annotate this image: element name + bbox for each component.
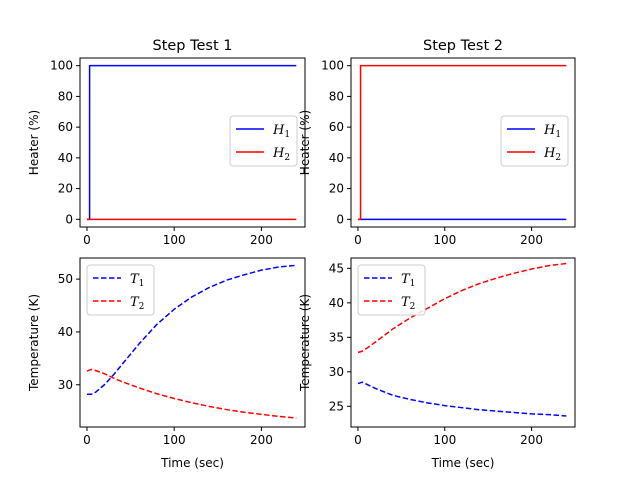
x-tick-label: 200 <box>520 233 543 247</box>
x-tick-label: 0 <box>354 433 362 447</box>
plot-frame <box>350 257 576 428</box>
y-tick-label: 60 <box>329 120 344 134</box>
x-tick-label: 100 <box>163 233 186 247</box>
series-line-t2 <box>357 262 567 354</box>
x-tick-label: 200 <box>250 233 273 247</box>
y-tick-label: 0 <box>65 212 73 226</box>
series-group <box>357 262 567 417</box>
plot-frame <box>79 257 306 428</box>
y-tick-label: 25 <box>329 399 344 413</box>
y-tick-label: 20 <box>58 182 73 196</box>
x-tick-label: 200 <box>520 433 543 447</box>
y-tick-label: 40 <box>329 151 344 165</box>
x-axis-label: Time (sec) <box>160 456 224 470</box>
series-line-t1 <box>357 381 567 417</box>
y-tick-label: 40 <box>58 151 73 165</box>
y-axis-label: Temperature (K) <box>27 294 41 392</box>
y-tick-label: 35 <box>329 330 344 344</box>
plot-frame <box>350 57 576 228</box>
x-axis-label: Time (sec) <box>431 456 495 470</box>
legend-label-t2: T2 <box>401 295 415 312</box>
legend-label-h2: H2 <box>543 146 561 163</box>
y-tick-label: 80 <box>329 89 344 103</box>
chart-panel-4: 0 100 200 25 30 35 40 45 Temperature (K) Time (se… <box>298 257 576 470</box>
legend-label-h1: H1 <box>543 123 561 140</box>
y-tick-label: 40 <box>58 325 73 339</box>
y-tick-label: 20 <box>329 182 344 196</box>
y-tick-label: 30 <box>329 365 344 379</box>
x-tick-label: 100 <box>433 233 456 247</box>
legend-label-h1: H1 <box>272 123 290 140</box>
y-tick-label: 0 <box>336 212 344 226</box>
y-tick-label: 50 <box>58 272 73 286</box>
series-line-h2 <box>357 64 567 221</box>
legend-label-t1: T1 <box>401 272 415 289</box>
y-axis-label: Heater (%) <box>298 110 312 175</box>
series-group <box>357 64 567 221</box>
series-group <box>86 264 297 419</box>
y-tick-label: 80 <box>58 89 73 103</box>
chart-title: Step Test 2 <box>423 38 503 54</box>
x-tick-label: 100 <box>433 433 456 447</box>
y-tick-label: 100 <box>50 59 73 73</box>
plot-frame <box>79 57 306 228</box>
series-line-t1 <box>86 264 297 396</box>
y-tick-label: 30 <box>58 378 73 392</box>
y-tick-label: 100 <box>321 59 344 73</box>
y-tick-label: 60 <box>58 120 73 134</box>
legend-label-t2: T2 <box>130 295 144 312</box>
legend-label-t1: T1 <box>130 272 144 289</box>
y-axis-label: Temperature (K) <box>298 294 312 392</box>
chart-panel-1: Step Test 1 0 100 200 0 20 40 60 80 100 Heater (%)… <box>27 38 306 247</box>
x-tick-label: 0 <box>83 433 91 447</box>
legend-label-h2: H2 <box>272 146 290 163</box>
y-tick-label: 45 <box>329 261 344 275</box>
series-group <box>86 64 297 221</box>
chart-title: Step Test 1 <box>152 38 232 54</box>
x-tick-label: 0 <box>354 233 362 247</box>
chart-panel-2: Step Test 2 0 100 200 0 20 40 60 80 100 Heater (%)… <box>298 38 576 247</box>
y-tick-label: 40 <box>329 296 344 310</box>
series-line-t2 <box>86 368 297 419</box>
x-tick-label: 200 <box>250 433 273 447</box>
x-tick-label: 100 <box>163 433 186 447</box>
y-axis-label: Heater (%) <box>27 110 41 175</box>
x-tick-label: 0 <box>83 233 91 247</box>
chart-panel-3: 0 100 200 30 40 50 Temperature (K) Time (sec) T1… <box>27 257 306 470</box>
